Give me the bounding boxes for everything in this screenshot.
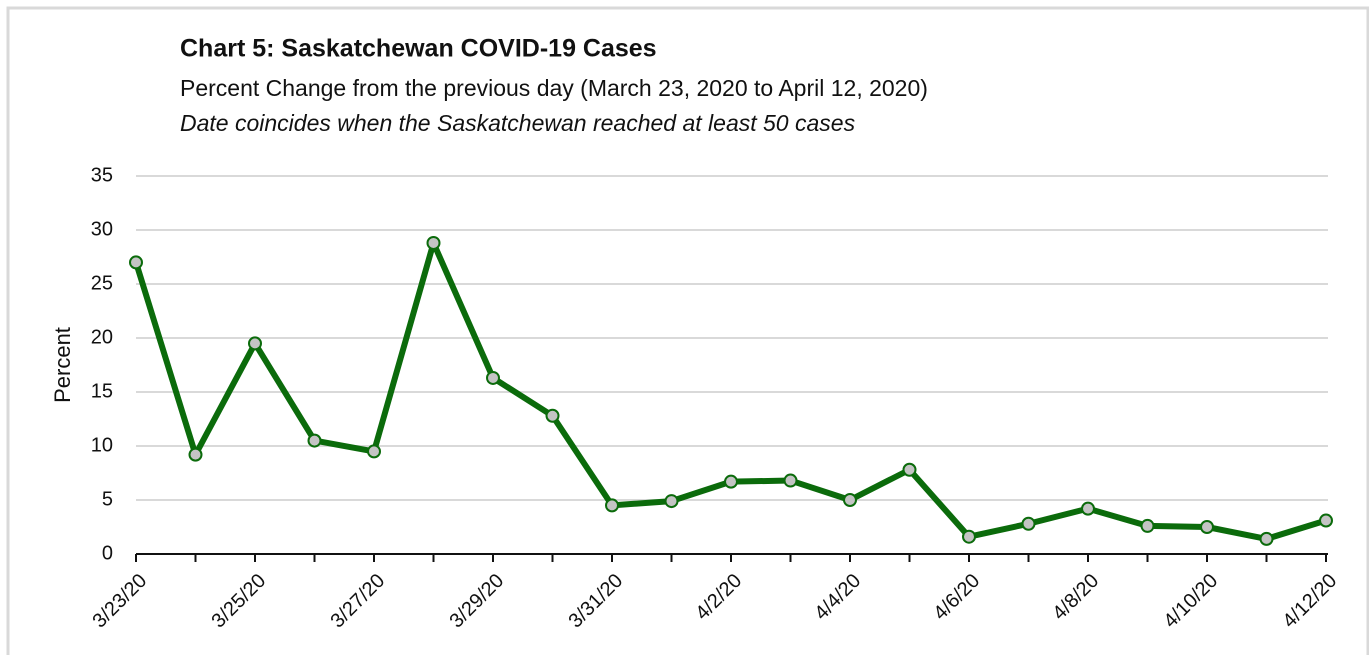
data-point <box>1259 531 1274 546</box>
data-point <box>843 493 857 507</box>
data-point <box>605 498 619 513</box>
y-tick-label: 0 <box>102 542 113 564</box>
y-tick-label: 25 <box>91 272 113 294</box>
data-point <box>367 444 381 459</box>
data-point <box>1319 513 1333 528</box>
data-point <box>783 473 798 488</box>
data-point <box>1200 520 1214 534</box>
y-tick-label: 5 <box>102 488 113 510</box>
data-point <box>188 447 203 462</box>
data-point <box>664 494 679 509</box>
data-point <box>962 529 976 544</box>
y-axis-label: Percent <box>50 327 75 403</box>
y-tick-label: 30 <box>91 218 113 240</box>
chart-subtitle: Percent Change from the previous day (Ma… <box>180 75 928 101</box>
data-point <box>129 255 143 270</box>
data-point <box>545 408 560 423</box>
y-tick-label: 35 <box>91 164 113 186</box>
data-point <box>1081 501 1095 516</box>
data-point <box>426 235 441 250</box>
data-point <box>902 462 917 477</box>
data-point <box>1021 516 1036 531</box>
y-tick-label: 15 <box>91 380 113 402</box>
data-point <box>724 474 738 489</box>
data-point <box>486 370 500 385</box>
chart-title: Chart 5: Saskatchewan COVID-19 Cases <box>180 35 657 63</box>
data-point <box>307 433 322 448</box>
data-point <box>1140 518 1155 533</box>
y-tick-label: 20 <box>91 326 113 348</box>
y-tick-label: 10 <box>91 434 113 456</box>
chart-note: Date coincides when the Saskatchewan rea… <box>180 110 856 136</box>
chart-frame <box>6 6 1369 655</box>
data-point <box>248 336 262 351</box>
